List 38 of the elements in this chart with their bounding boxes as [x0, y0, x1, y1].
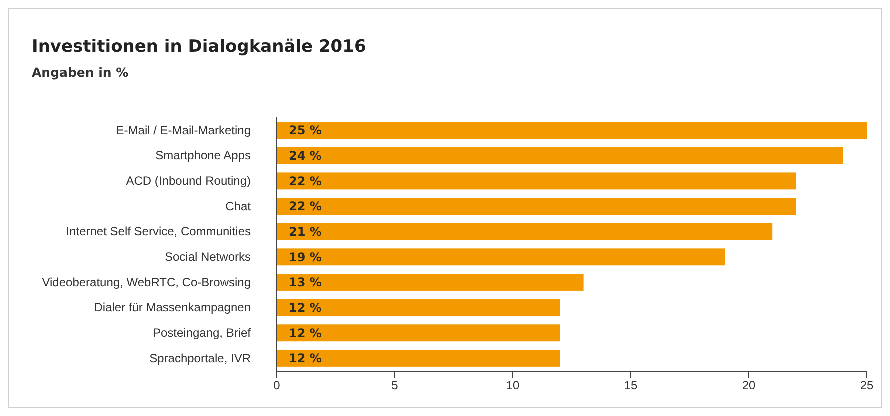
y-tick-label: Dialer für Massenkampagnen	[94, 300, 251, 315]
bar	[277, 274, 584, 291]
x-tick-label: 25	[860, 378, 874, 393]
bar	[277, 223, 773, 240]
data-label: 19 %	[289, 250, 322, 264]
x-tick-label: 15	[624, 378, 638, 393]
data-label: 13 %	[289, 276, 322, 290]
bar	[277, 172, 796, 190]
bar	[277, 350, 560, 367]
y-tick-label: Chat	[226, 199, 252, 214]
y-tick-label: Sprachportale, IVR	[150, 351, 252, 366]
bar	[277, 122, 867, 140]
x-tick-label: 5	[392, 378, 399, 393]
data-label: 12 %	[289, 352, 322, 366]
bar	[277, 299, 560, 316]
y-tick-label: Internet Self Service, Communities	[66, 224, 251, 239]
text: Angaben in %	[32, 65, 130, 80]
data-label: 21 %	[289, 225, 322, 240]
data-label: 25 %	[289, 124, 322, 138]
chart-title: Investitionen in Dialogkanäle 2016	[32, 37, 366, 57]
data-label: 12 %	[289, 301, 322, 316]
bar	[277, 248, 726, 266]
x-tick-label: 20	[742, 378, 756, 393]
x-tick-label: 0	[274, 378, 281, 393]
y-tick-label: Posteingang, Brief	[152, 326, 252, 340]
y-tick-label: Smartphone Apps	[156, 148, 251, 163]
bar	[277, 198, 796, 215]
x-tick-label: 10	[506, 378, 520, 393]
data-label: 22 %	[289, 174, 322, 188]
y-tick-label: ACD (Inbound Routing)	[126, 174, 252, 188]
y-tick-label: Videoberatung, WebRTC, Co-Browsing	[42, 275, 251, 290]
data-label: 22 %	[289, 200, 322, 214]
bar	[277, 324, 560, 342]
bar	[277, 147, 844, 164]
y-tick-label: Social Networks	[164, 250, 251, 264]
data-label: 12 %	[289, 326, 322, 340]
data-label: 24 %	[289, 149, 322, 164]
y-tick-label: E-Mail / E-Mail-Marketing	[116, 123, 251, 138]
